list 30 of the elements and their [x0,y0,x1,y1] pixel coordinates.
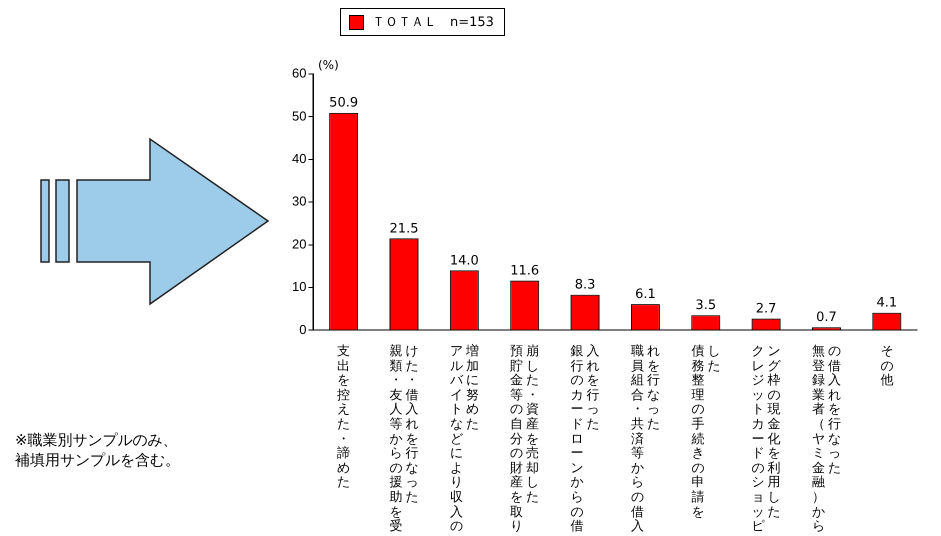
data-label: 0.7 [816,310,837,326]
y-tick-label: 40 [292,150,306,166]
category-label: 預貯金等の自分の財産を取り崩した・資産を売却した [510,344,540,534]
y-tick-label: 20 [292,236,306,252]
y-tick-label: 30 [292,194,306,209]
category-label: 無登録業者（ヤミ金融）からの借入れを行なった [812,344,841,534]
data-label: 50.9 [329,96,358,111]
y-tick-label: 50 [292,108,306,124]
category-label: 銀行のカードローンからの借入れを行った [570,344,600,534]
category-label: クレジットカードのショッピング枠の現金化を利用した [752,344,781,534]
data-label: 6.1 [635,287,656,302]
data-label: 21.5 [390,221,418,236]
y-tick-label: 0 [299,322,306,337]
text: ※職業別サンプルのみ、補填用サンプルを含む。 [15,430,181,470]
category-label: アルバイトなどにより収入の増加に努めた [450,344,479,534]
data-label: 2.7 [756,302,776,317]
y-tick-label: 10 [292,279,306,294]
data-label: 14.0 [450,253,479,268]
x-tick-label: その他 [880,344,894,390]
category-label: 親類・友人等からの援助を受けた・借入れを行なった [389,344,418,534]
data-label: 3.5 [695,298,716,314]
legend-label: ＴＯＴＡＬ n=153 [372,14,494,31]
category-label: 職員組合・共済等からの借入れを行なった [630,344,660,534]
data-label: 11.6 [510,264,540,279]
category-label: 支出を控えた・諦めた [337,344,350,490]
data-label: 4.1 [876,296,898,311]
category-label: 債務整理の手続きの申請をした [691,344,720,520]
y-tick-label: 60 [292,66,306,81]
y-axis-title: (%) [318,58,339,72]
data-label: 8.3 [574,278,596,293]
